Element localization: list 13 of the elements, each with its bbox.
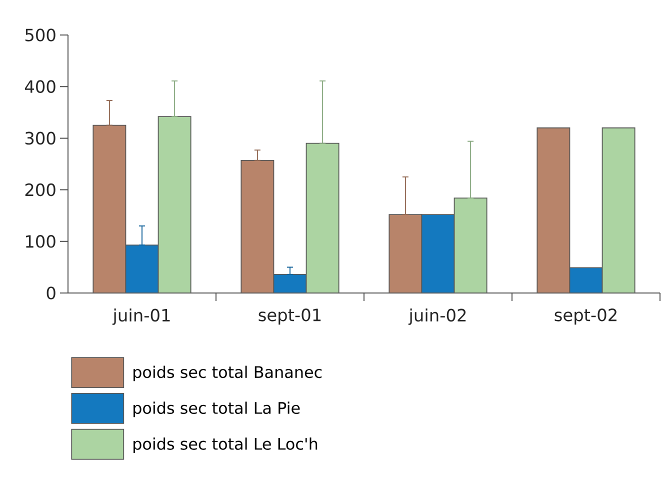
legend-label: poids sec total La Pie (134, 402, 300, 418)
legend-label: poids sec total Bananec (134, 366, 322, 382)
y-tick-label: 300 (25, 132, 56, 145)
y-tick-label: 400 (24, 80, 56, 93)
x-tick-label: sept-02 (554, 308, 616, 325)
legend-label: poids sec total Le Loc'h (134, 438, 318, 453)
y-tick-label: 200 (25, 183, 56, 196)
y-tick-label: 100 (26, 234, 56, 248)
y-tick-label: 0 (46, 286, 56, 300)
x-tick-label: juin-02 (408, 308, 466, 325)
x-tick-label: juin-01 (112, 308, 170, 325)
x-tick-label: sept-01 (258, 308, 321, 325)
y-tick-label: 500 (25, 28, 56, 42)
